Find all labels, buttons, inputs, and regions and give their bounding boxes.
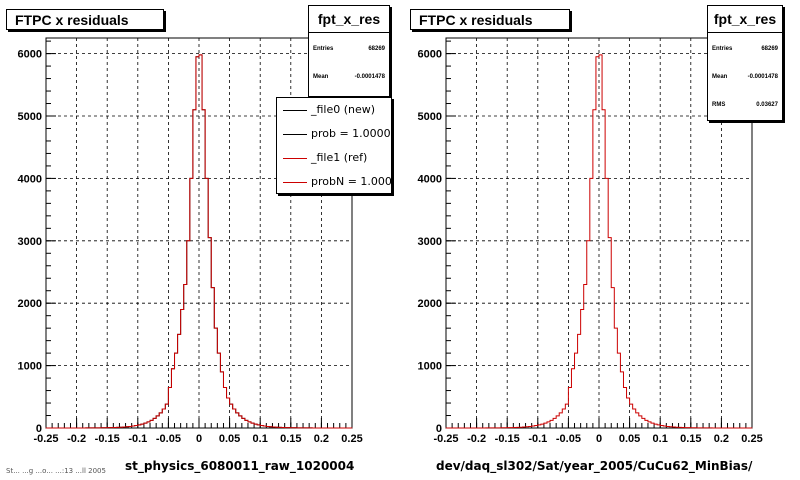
left-x-tick-label: 0.05	[219, 433, 240, 445]
left-y-tick-label: 0	[36, 423, 42, 435]
right-x-tick-label: 0.15	[680, 433, 701, 445]
left-x-tick-label: -0.05	[156, 433, 181, 445]
right-series-0	[445, 54, 753, 429]
legend-label-prob: prob = 1.000000	[311, 127, 391, 140]
right-y-tick-label: 5000	[418, 111, 442, 123]
legend-label-file0: _file0 (new)	[311, 103, 376, 116]
left-y-tick-label: 2000	[18, 298, 42, 310]
left-y-tick-label: 6000	[18, 49, 42, 61]
left-x-tick-label: 0.15	[280, 433, 301, 445]
left-stats-mean: Mean -0.0001478	[313, 74, 385, 80]
right-stats-mean-label: Mean	[712, 74, 728, 80]
right-x-tick-label: 0.2	[714, 433, 729, 445]
left-stats-box: fpt_x_res Entries 68269 Mean -0.0001478	[308, 5, 390, 97]
left-stats-mean-label: Mean	[313, 74, 329, 80]
left-y-tick-label: 1000	[18, 361, 42, 373]
left-x-tick-label: 0	[196, 433, 202, 445]
left-stats-mean-value: -0.0001478	[354, 74, 385, 80]
left-x-tick-label: -0.15	[95, 433, 120, 445]
legend-swatch-file1	[283, 158, 307, 159]
right-x-tick-label: -0.05	[556, 433, 581, 445]
legend-row-file0: _file0 (new)	[277, 98, 391, 124]
right-stats-mean: Mean -0.0001478	[712, 74, 778, 80]
left-y-tick-label: 5000	[18, 111, 42, 123]
right-stats-entries-value: 68269	[761, 46, 778, 52]
left-chart-title: FTPC x residuals	[6, 9, 164, 30]
left-x-tick-label: -0.2	[67, 433, 86, 445]
right-x-tick-label: 0	[596, 433, 602, 445]
right-y-tick-label: 3000	[418, 236, 442, 248]
left-stats-entries: Entries 68269	[313, 46, 385, 52]
right-x-tick-label: 0.1	[653, 433, 668, 445]
left-x-tick-label: -0.1	[128, 433, 147, 445]
legend-label-file1: _file1 (ref)	[311, 151, 368, 164]
left-x-tick-label: 0.25	[341, 433, 362, 445]
left-stats-name: fpt_x_res	[309, 6, 389, 33]
left-legend: _file0 (new) prob = 1.000000 _file1 (ref…	[276, 97, 392, 194]
right-stats-name: fpt_x_res	[708, 6, 782, 33]
left-series-1	[45, 54, 353, 429]
left-x-caption: st_physics_6080011_raw_1020004	[125, 459, 355, 473]
legend-row-probn: probN = 1.000000	[277, 170, 392, 193]
right-x-tick-label: -0.25	[433, 433, 458, 445]
right-chart-title: FTPC x residuals	[410, 9, 570, 30]
legend-row-prob: prob = 1.000000	[277, 122, 391, 148]
left-y-tick-label: 4000	[18, 173, 42, 185]
right-stats-entries-label: Entries	[712, 46, 733, 52]
right-chart-plot-group: -0.25 -0.2 -0.15 -0.1 -0.05 0 0.05 0.1 0.15 0.2 0.…	[418, 37, 763, 445]
right-x-tick-label: 0.25	[741, 433, 762, 445]
right-x-tick-label: -0.1	[528, 433, 547, 445]
right-y-tick-label: 6000	[418, 49, 442, 61]
right-stats-mean-value: -0.0001478	[747, 74, 778, 80]
right-y-tick-label: 0	[436, 423, 442, 435]
right-y-tick-label: 4000	[418, 173, 442, 185]
right-x-tick-label: 0.05	[619, 433, 640, 445]
left-x-tick-label: 0.2	[314, 433, 329, 445]
legend-swatch-prob	[283, 134, 307, 135]
right-stats-box: fpt_x_res Entries 68269 Mean -0.0001478 …	[707, 5, 783, 121]
right-y-tick-label: 2000	[418, 298, 442, 310]
legend-swatch-file0	[283, 110, 307, 111]
legend-row-file1: _file1 (ref)	[277, 146, 391, 172]
right-x-tick-label: -0.15	[495, 433, 520, 445]
right-y-tick-label: 1000	[418, 361, 442, 373]
legend-label-probn: probN = 1.000000	[311, 175, 392, 188]
left-stats-entries-label: Entries	[313, 46, 334, 52]
right-stats-rms: RMS 0.03627	[712, 102, 778, 108]
right-x-tick-label: -0.2	[467, 433, 486, 445]
right-x-caption: dev/daq_sl302/Sat/year_2005/CuCu62_MinBi…	[436, 459, 753, 473]
left-x-tick-label: 0.1	[253, 433, 268, 445]
legend-swatch-probn	[283, 182, 307, 183]
left-stats-entries-value: 68269	[368, 46, 385, 52]
left-y-tick-label: 3000	[18, 236, 42, 248]
right-stats-rms-value: 0.03627	[756, 102, 778, 108]
right-stats-rms-label: RMS	[712, 102, 726, 108]
footer-text: St... ...g ...o... ...:13 ...ll 2005	[6, 467, 106, 475]
right-stats-entries: Entries 68269	[712, 46, 778, 52]
left-x-tick-label: -0.25	[33, 433, 58, 445]
